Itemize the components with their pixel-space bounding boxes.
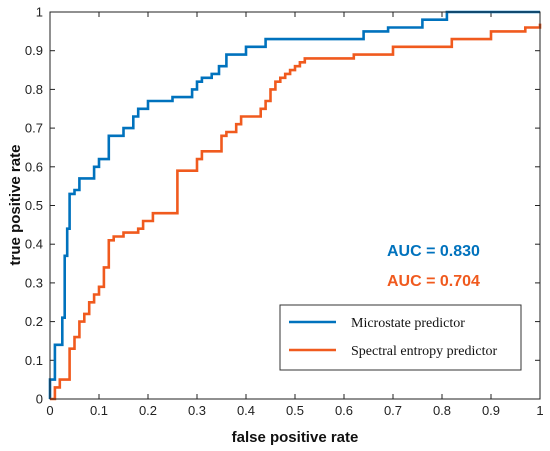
legend-label-microstate: Microstate predictor: [351, 316, 465, 331]
y-tick-label: 0.2: [25, 314, 43, 329]
auc-label-microstate: AUC = 0.830: [387, 243, 480, 260]
y-axis-label: true positive rate: [7, 145, 24, 266]
x-tick-label: 0.8: [433, 403, 451, 418]
x-tick-label: 1: [536, 403, 543, 418]
y-tick-label: 0: [36, 392, 43, 407]
y-tick-label: 0.4: [25, 237, 43, 252]
x-tick-label: 0: [46, 403, 53, 418]
x-axis-label: false positive rate: [232, 429, 359, 446]
y-tick-label: 0.8: [25, 82, 43, 97]
x-tick-label: 0.7: [384, 403, 402, 418]
x-tick-label: 0.2: [139, 403, 157, 418]
tick-layer: 0 0.1 0.2 0.3 0.4 0.5 0.6 0.7 0.8 0.9 1 0 0.1 0.2 0.3 0…: [25, 5, 544, 419]
y-tick-label: 0.6: [25, 159, 43, 174]
x-tick-label: 0.3: [188, 403, 206, 418]
legend: Microstate predictor Spectral entropy pr…: [279, 304, 522, 371]
y-tick-label: 0.7: [25, 121, 43, 136]
y-tick-label: 0.1: [25, 353, 43, 368]
roc-curve-spectral-entropy: [50, 23, 542, 401]
x-tick-label: 0.6: [335, 403, 353, 418]
y-tick-label: 0.5: [25, 198, 43, 213]
auc-label-spectral-entropy: AUC = 0.704: [387, 273, 480, 290]
series-layer: [48, 10, 542, 401]
roc-curve-microstate: [48, 10, 540, 399]
x-tick-label: 0.9: [482, 403, 500, 418]
y-tick-label: 1: [36, 5, 43, 20]
y-tick-label: 0.9: [25, 43, 43, 58]
legend-label-spectral-entropy: Spectral entropy predictor: [351, 344, 498, 359]
legend-box: [279, 304, 522, 371]
x-tick-label: 0.4: [237, 403, 255, 418]
y-tick-label: 0.3: [25, 275, 43, 290]
x-tick-label: 0.1: [90, 403, 108, 418]
x-tick-label: 0.5: [286, 403, 304, 418]
plot-frame: [49, 11, 541, 400]
